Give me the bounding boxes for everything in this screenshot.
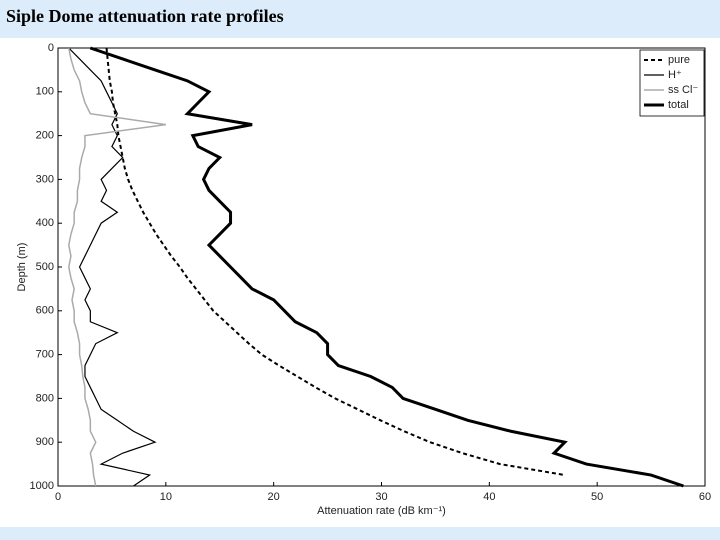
y-tick-label: 0 xyxy=(48,42,54,54)
x-tick-label: 40 xyxy=(483,491,495,503)
x-tick-label: 0 xyxy=(55,491,61,503)
legend-label: pure xyxy=(668,54,690,66)
x-tick-label: 20 xyxy=(268,491,280,503)
x-tick-label: 50 xyxy=(591,491,603,503)
slide-title: Siple Dome attenuation rate profiles xyxy=(6,6,284,26)
legend-label: total xyxy=(668,99,689,111)
y-tick-label: 900 xyxy=(36,436,54,448)
y-tick-label: 300 xyxy=(36,173,54,185)
x-tick-label: 10 xyxy=(160,491,172,503)
footer-band xyxy=(0,527,720,540)
y-tick-label: 700 xyxy=(36,349,54,361)
chart: 0 10 20 30 40 50 60010020030040050060070080090… xyxy=(16,42,711,517)
y-tick-label: 200 xyxy=(36,130,54,142)
x-tick-label: 60 xyxy=(699,491,711,503)
x-axis-label: Attenuation rate (dB km⁻¹) xyxy=(317,505,446,517)
y-tick-label: 100 xyxy=(36,86,54,98)
y-tick-label: 400 xyxy=(36,217,54,229)
legend-label: ss Cl⁻ xyxy=(668,84,698,96)
series-line xyxy=(68,47,157,487)
legend-label: H⁺ xyxy=(668,69,682,81)
y-tick-label: 800 xyxy=(36,392,54,404)
series-line xyxy=(89,46,684,488)
y-tick-label: 600 xyxy=(36,305,54,317)
series-line xyxy=(68,47,166,487)
y-tick-label: 1000 xyxy=(30,480,54,492)
y-axis-label: Depth (m) xyxy=(16,243,28,292)
y-tick-label: 500 xyxy=(36,261,54,273)
x-tick-label: 30 xyxy=(375,491,387,503)
header-band: Siple Dome attenuation rate profiles xyxy=(0,0,720,38)
series-line xyxy=(105,47,565,477)
